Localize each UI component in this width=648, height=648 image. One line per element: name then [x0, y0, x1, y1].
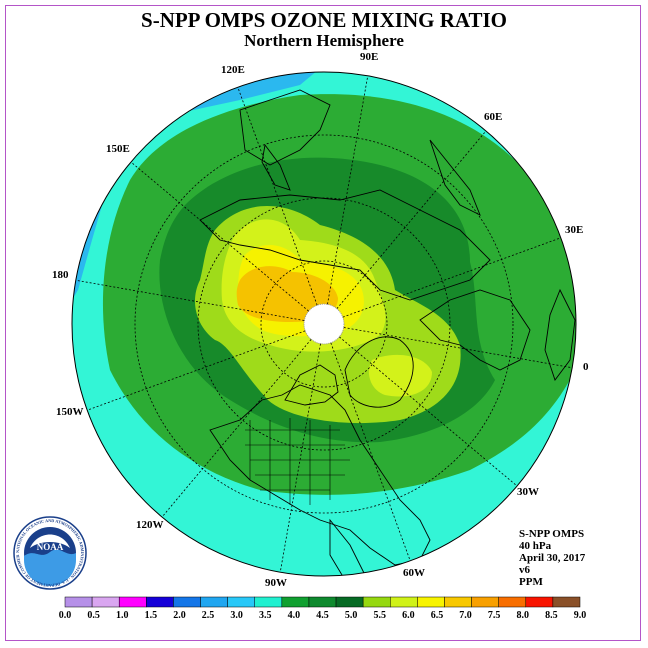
meridian-line [327, 75, 369, 305]
meridian-line [75, 279, 305, 321]
info-units: PPM [519, 576, 543, 588]
colorbar-tick-label: 4.5 [316, 610, 329, 621]
colorbar-tick-label: 7.5 [488, 610, 501, 621]
colorbar-tick-label: 1.5 [145, 610, 158, 621]
colorbar-tick-label: 5.5 [373, 610, 386, 621]
lon-label-30w: 30W [517, 486, 539, 498]
logo-bird-icon [30, 534, 70, 548]
colorbar-swatch [308, 596, 337, 608]
colorbar-swatch [471, 596, 499, 608]
page-frame [5, 5, 641, 641]
meridian-line [161, 339, 312, 518]
colorbar-tick-label: 5.0 [345, 610, 358, 621]
colorbar-swatch [227, 596, 255, 608]
coastlines [199, 89, 576, 576]
colorbar-swatch [335, 596, 364, 608]
lon-label-0: 0 [583, 361, 589, 373]
colorbar-tick-label: 8.5 [545, 610, 558, 621]
lon-label-90e: 90E [360, 51, 378, 63]
colorbar-tick-label: 6.0 [402, 610, 415, 621]
meridian-line [343, 327, 573, 369]
logo-sea [24, 549, 76, 586]
colorbar-tick-label: 4.0 [288, 610, 301, 621]
colorbar-swatch [91, 596, 120, 608]
colorbar-tick-label: 9.0 [574, 610, 587, 621]
logo-ring-text: NATIONAL OCEANIC AND ATMOSPHERIC ADMINIS… [0, 0, 85, 588]
colorbar-tick-label: 7.0 [459, 610, 472, 621]
colorbar-tick-label: 2.5 [202, 610, 215, 621]
lon-label-120w: 120W [136, 519, 164, 531]
lon-label-60w: 60W [403, 567, 425, 579]
colorbar-tick-label: 3.5 [259, 610, 272, 621]
colorbar-tick-label: 2.0 [173, 610, 186, 621]
colorbar-swatch [173, 596, 201, 608]
colorbar-swatch [200, 596, 228, 608]
colorbar-swatch [64, 596, 93, 608]
colorbar-tick-label: 1.0 [116, 610, 129, 621]
lon-label-60e: 60E [484, 111, 502, 123]
no-data-pole [303, 303, 345, 345]
coast-africa [544, 288, 576, 381]
logo-wordmark: NOAA [37, 542, 64, 552]
coast-india [429, 139, 481, 216]
lon-label-90w: 90W [265, 577, 287, 589]
colorbar-swatch [525, 596, 554, 608]
ozone-field [72, 72, 576, 576]
colorbar-tick-label: 0.5 [87, 610, 100, 621]
noaa-logo: NOAA NATIONAL OCEANIC AND ATMOSPHERIC AD… [0, 0, 87, 590]
longitude-labels: 90E 60E 30E 0 30W 60W 90W 120W 150W 180 … [52, 51, 589, 589]
info-version: v6 [519, 564, 530, 576]
colorbar: 0.0 0.5 1.0 1.5 2.0 2.5 3.0 3.5 4.0 4.5 5.0 5.5 6.0 6… [59, 596, 587, 621]
meridian-line [130, 161, 309, 312]
coast-east-asia [239, 89, 331, 166]
colorbar-tick-label: 6.5 [431, 610, 444, 621]
colorbar-tick-label: 3.0 [230, 610, 243, 621]
colorbar-swatch [498, 596, 527, 608]
info-instrument: S-NPP OMPS [519, 528, 585, 540]
lon-label-150w: 150W [56, 406, 84, 418]
coast-greenland [344, 336, 414, 408]
meridian-line [339, 336, 518, 487]
page-subtitle: Northern Hemisphere [244, 31, 404, 50]
info-date: April 30, 2017 [519, 552, 586, 564]
colorbar-swatch [390, 596, 418, 608]
meridian-line [237, 87, 318, 306]
meridian-line [87, 330, 306, 411]
lon-label-30e: 30E [565, 224, 583, 236]
info-level: 40 hPa [519, 540, 552, 552]
meridian-line [330, 342, 411, 561]
coast-hudson [284, 364, 339, 406]
meridian-line [342, 237, 561, 318]
lon-label-180: 180 [52, 269, 69, 281]
colorbar-swatch [281, 596, 310, 608]
meridian-line [279, 343, 321, 573]
page-title: S-NPP OMPS OZONE MIXING RATIO [141, 8, 507, 32]
colorbar-swatch [444, 596, 472, 608]
lon-label-120e: 120E [221, 64, 245, 76]
coast-asia [199, 189, 491, 301]
colorbar-swatch [254, 596, 283, 608]
colorbar-swatch [417, 596, 445, 608]
coast-central-america [329, 518, 366, 576]
colorbar-swatch [362, 596, 391, 608]
graticule [134, 134, 514, 514]
meridian-line [336, 130, 487, 309]
coast-europe [419, 289, 531, 371]
band-55-east [368, 354, 432, 397]
meridians [75, 75, 573, 573]
map-boundary [71, 71, 577, 577]
colorbar-swatch [118, 596, 147, 608]
colorbar-swatch [552, 596, 581, 608]
colorbar-tick-label: 0.0 [59, 610, 72, 621]
lon-label-150e: 150E [106, 143, 130, 155]
colorbar-swatch [146, 596, 174, 608]
colorbar-tick-label: 8.0 [517, 610, 530, 621]
